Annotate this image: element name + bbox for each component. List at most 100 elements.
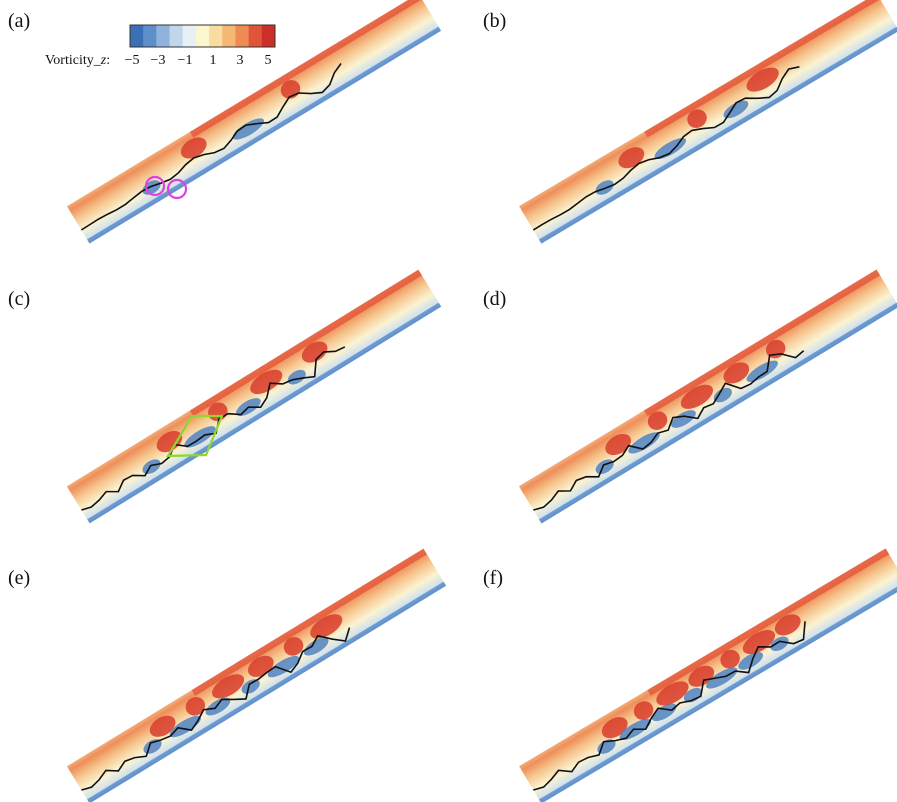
interface-contour [532, 621, 806, 791]
panel-label-e: (e) [8, 567, 30, 589]
channel-f [518, 547, 897, 802]
vortex-blob [205, 697, 231, 716]
lower-shear-layer [86, 302, 442, 524]
vortex-blob [250, 369, 283, 395]
vortex-blob [723, 362, 750, 384]
highlight-box [166, 414, 224, 458]
vortex-blob [742, 630, 776, 655]
panel-c-highlights [166, 414, 224, 458]
lower-shear-layer [538, 581, 897, 802]
vortex-blob [169, 715, 201, 738]
interface-contour [80, 627, 351, 791]
colorbar-swatch [143, 25, 157, 47]
colorbar-swatch [195, 25, 210, 47]
colorbar-swatch [209, 25, 223, 47]
colorbar-swatches [130, 25, 276, 47]
panel-label-d: (d) [483, 288, 506, 310]
vortex-blob [633, 701, 654, 720]
colorbar-label: Vorticity_z: [45, 53, 110, 68]
colorbar-tick-label: 5 [265, 53, 272, 68]
vortex-blob [156, 430, 183, 453]
interface-contour [80, 63, 342, 231]
colorbar-swatch [169, 25, 184, 47]
colorbar-ticks: −5 −3 −1 1 3 5 [125, 53, 272, 68]
lower-shear-layer [538, 302, 897, 524]
panel-labels: (a) (b) (c) (d) (e) (f) [8, 10, 506, 589]
vortex-blob [605, 433, 632, 456]
colorbar-label-var: z [100, 53, 107, 68]
panels [66, 0, 897, 802]
vortex-blob [212, 674, 245, 699]
lower-shear-layer [538, 26, 897, 244]
colorbar-tick-label: −1 [178, 53, 193, 68]
colorbar-swatch [222, 25, 236, 47]
channel-border [518, 0, 897, 245]
channel-c [66, 268, 442, 525]
channel-e [66, 547, 447, 802]
channel-field [66, 269, 442, 524]
vortex-blob [267, 655, 300, 678]
upper-shear-layer [189, 0, 423, 138]
vortex-blob [647, 411, 668, 430]
vortex-blob [597, 739, 616, 754]
colorbar-tick-label: 1 [210, 53, 217, 68]
upper-shear-layer [189, 269, 423, 417]
panel-label-b: (b) [483, 10, 506, 32]
vortex-blob [770, 636, 789, 652]
vortex-blob [688, 665, 715, 687]
channel-border [518, 268, 897, 525]
vortex-blob [241, 679, 260, 694]
colorbar-label-colon: : [106, 53, 110, 68]
panel-a-highlights [144, 175, 188, 200]
channel-field [518, 0, 897, 244]
vortex-blob [149, 715, 176, 737]
vortex-blob [310, 614, 343, 639]
upper-shear-layer [644, 0, 881, 138]
lower-shear-layer [86, 26, 442, 244]
colorbar-frame [129, 24, 276, 48]
panel-label-a: (a) [8, 10, 30, 32]
colorbar-label-text: Vorticity_ [45, 53, 102, 68]
colorbar-swatch [248, 25, 263, 47]
vortex-marker-circle-2 [166, 178, 188, 200]
vortex-blob [687, 109, 707, 128]
vortex-blob [180, 137, 207, 159]
vortex-blob [671, 410, 696, 428]
vortex-blob [185, 697, 206, 716]
panel-label-c: (c) [8, 288, 30, 310]
channel-field [66, 0, 442, 244]
channel-a [66, 0, 442, 245]
vortex-blob [774, 614, 801, 636]
vortex-blob [651, 703, 677, 722]
vortex-marker-circle-1 [144, 175, 166, 197]
upper-shear-layer [191, 548, 428, 696]
vortex-blob [706, 667, 738, 689]
lower-shear-layer [86, 581, 447, 802]
channel-d [518, 268, 897, 525]
upper-shear-layer [643, 269, 881, 417]
panel-label-f: (f) [483, 567, 503, 589]
vortex-blob [746, 360, 778, 382]
colorbar-tick-label: −3 [151, 53, 166, 68]
vortex-blob [601, 717, 628, 739]
colorbar-swatch [182, 25, 197, 47]
vortex-blob [720, 649, 740, 669]
vortex-blob [618, 147, 645, 169]
interface-contour [532, 350, 805, 511]
channel-border [66, 0, 442, 245]
colorbar-swatch [261, 25, 276, 47]
vortex-blob [283, 637, 304, 656]
vortex-blob [713, 387, 732, 403]
vortex-blob [303, 637, 329, 656]
channel-border [66, 547, 447, 802]
interface-contour [532, 66, 800, 231]
channel-border [66, 268, 442, 525]
colorbar-swatch [235, 25, 250, 47]
vortex-blob [287, 369, 306, 385]
vortex-blob [680, 384, 714, 409]
colorbar: Vorticity_z: −5 −3 −1 1 3 5 [45, 24, 276, 68]
channel-b [518, 0, 897, 245]
vortex-blob [746, 67, 779, 92]
colorbar-tick-label: 3 [237, 53, 244, 68]
